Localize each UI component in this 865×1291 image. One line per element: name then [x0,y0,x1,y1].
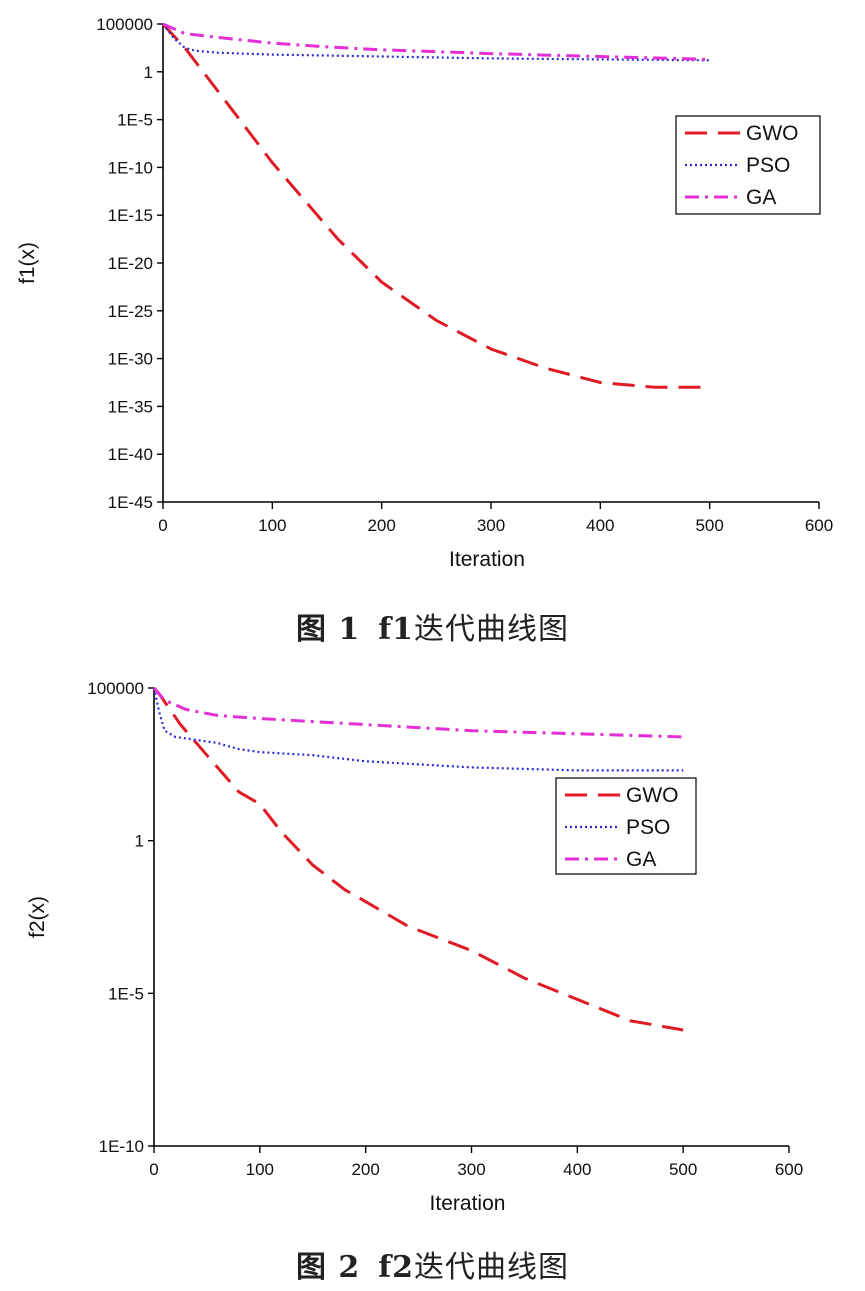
y-tick-label: 100000 [96,15,153,34]
y-tick-label: 1 [144,63,153,82]
caption-function: f2 [378,1250,415,1285]
x-axis-title: Iteration [430,1192,506,1215]
figure-caption-1: 图 1 f1迭代曲线图 [0,604,865,648]
series-line-ga [162,22,710,61]
x-tick-label: 500 [695,516,723,535]
chart-f2: 0 100 200 300 400 500 600 100000 1 1E-5 1E-10 Itera… [26,679,803,1215]
legend-label: GA [626,848,656,871]
series-line-pso [162,23,710,62]
y-tick-label: 100000 [87,679,144,698]
x-tick-label: 400 [586,516,614,535]
figure-f1: 0 100 200 300 400 500 600 100000 1 1E-5 1E-10 1E-15… [0,15,865,648]
y-tick-label: 1E-35 [108,397,153,416]
y-tick-label: 1 [135,832,144,851]
x-axis-title: Iteration [449,548,525,571]
y-tick-label: 1E-5 [108,984,144,1003]
caption-text: 迭代曲线图 [414,612,570,647]
caption-number: 图 2 [295,1250,361,1285]
y-tick-label: 1E-30 [108,350,153,369]
caption-number: 图 1 [295,612,361,647]
legend-label: GWO [626,784,679,807]
x-tick-label: 600 [805,516,833,535]
y-tick-label: 1E-10 [108,158,153,177]
caption-function: f1 [378,612,415,647]
legend-label: GWO [746,122,799,145]
series-line-pso [152,687,684,772]
chart-f1: 0 100 200 300 400 500 600 100000 1 1E-5 1E-10 1E-15… [16,15,833,571]
figure-caption-2: 图 2 f2迭代曲线图 [0,1242,865,1286]
y-tick-label: 1E-10 [99,1137,144,1156]
y-tick-label: 1E-45 [108,493,153,512]
legend: GWO PSO GA [555,777,697,875]
series-line-ga [152,687,684,739]
x-tick-label: 200 [351,1160,379,1179]
y-tick-label: 1E-5 [117,111,153,130]
legend: GWO PSO GA [675,115,821,215]
x-tick-label: 500 [669,1160,697,1179]
y-axis-title: f2(x) [26,896,49,938]
legend-label: PSO [746,154,790,177]
x-tick-label: 600 [775,1160,803,1179]
y-tick-label: 1E-15 [108,206,153,225]
legend-label: GA [746,186,776,209]
x-tick-label: 200 [367,516,395,535]
y-tick-label: 1E-20 [108,254,153,273]
figure-f2: 0 100 200 300 400 500 600 100000 1 1E-5 1E-10 Itera… [0,660,865,1291]
legend-label: PSO [626,816,670,839]
caption-text: 迭代曲线图 [414,1250,570,1285]
x-tick-label: 300 [477,516,505,535]
y-tick-label: 1E-40 [108,445,153,464]
series-line-gwo [152,687,684,1032]
y-tick-label: 1E-25 [108,302,153,321]
x-tick-label: 0 [158,516,167,535]
x-tick-label: 100 [258,516,286,535]
x-tick-label: 0 [149,1160,158,1179]
y-axis-title: f1(x) [16,242,39,284]
series-line-gwo [161,22,710,389]
x-tick-label: 300 [457,1160,485,1179]
x-tick-label: 100 [246,1160,274,1179]
x-tick-label: 400 [563,1160,591,1179]
